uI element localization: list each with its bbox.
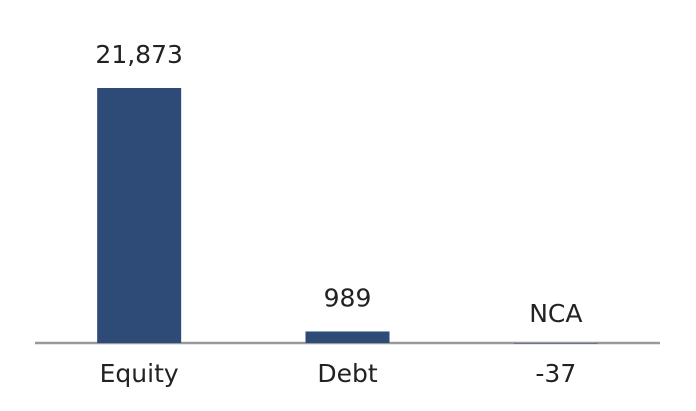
value-label: 21,873	[95, 40, 182, 69]
x-tick-label: Debt	[317, 359, 378, 388]
x-tick-label: NCA	[529, 299, 582, 328]
bar	[305, 331, 390, 343]
bar	[97, 88, 182, 343]
value-label: 989	[324, 283, 372, 312]
x-tick-label: Equity	[100, 359, 179, 388]
value-label: -37	[535, 359, 576, 388]
